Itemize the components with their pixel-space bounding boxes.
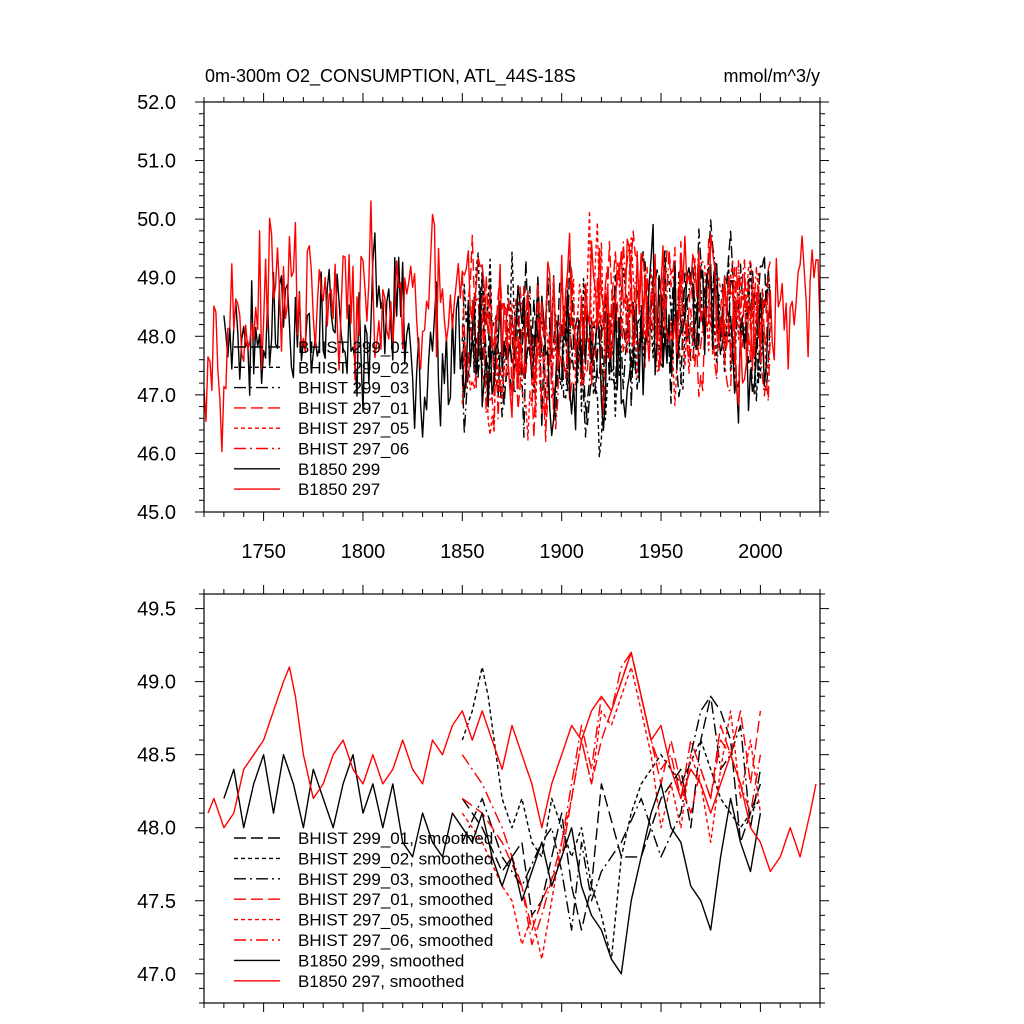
y-tick-label: 49.0 xyxy=(137,672,176,694)
units-label: mmol/m^3/y xyxy=(724,66,820,86)
x-tick-label: 1950 xyxy=(639,541,684,563)
series-line-bhist-299-02 xyxy=(461,251,771,458)
series-group xyxy=(207,651,817,975)
x-tick-label: 1900 xyxy=(539,541,584,563)
x-tick-label: 1800 xyxy=(341,541,386,563)
x-tick-label: 1750 xyxy=(241,541,286,563)
legend-entry: B1850 297, smoothed xyxy=(298,972,464,991)
y-tick-label: 48.0 xyxy=(137,818,176,840)
legend-entry: BHIST 297_01, smoothed xyxy=(298,890,493,909)
top-panel: 1750 1800 1850 1900 1950 2000 45.0 46.0 47.0 48.0… xyxy=(137,66,829,563)
series-line-bhist-299-03 xyxy=(461,219,771,438)
series-line-b1850-299-smoothed xyxy=(223,754,762,975)
legend-entry: B1850 297 xyxy=(298,480,380,499)
legend-entry: BHIST 297_05, smoothed xyxy=(298,911,493,930)
series-line-bhist-299-01-smoothed xyxy=(461,695,762,931)
legend-entry: BHIST 299_01, smoothed xyxy=(298,829,493,848)
x-tick-label: 2000 xyxy=(738,541,783,563)
y-tick-label: 47.0 xyxy=(137,964,176,986)
series-line-bhist-299-03-smoothed xyxy=(461,695,762,931)
legend-entry: BHIST 299_02, smoothed xyxy=(298,849,493,868)
legend-entry: B1850 299, smoothed xyxy=(298,951,464,970)
y-tick-label: 48.0 xyxy=(137,326,176,348)
legend-entry: BHIST 299_01 xyxy=(298,338,409,357)
legend-entry: BHIST 297_01 xyxy=(298,399,409,418)
x-tick-label: 1850 xyxy=(440,541,485,563)
legend-entry: BHIST 299_02 xyxy=(298,358,409,377)
y-tick-label: 50.0 xyxy=(137,209,176,231)
series-line-bhist-299-02-smoothed xyxy=(461,666,761,960)
bottom-panel: 47.0 47.5 48.0 48.5 49.0 49.5 BHIST 299_01, sm… xyxy=(137,585,829,1012)
chart-title: 0m-300m O2_CONSUMPTION, ATL_44S-18S xyxy=(205,66,576,87)
y-tick-label: 49.5 xyxy=(137,599,176,621)
series-line-b1850-297 xyxy=(204,200,820,453)
y-tick-label: 47.0 xyxy=(137,385,176,407)
legend-entry: BHIST 297_06 xyxy=(298,440,409,459)
y-tick-label: 51.0 xyxy=(137,151,176,173)
y-tick-label: 49.0 xyxy=(137,268,176,290)
y-tick-label: 46.0 xyxy=(137,443,176,465)
y-tick-label: 45.0 xyxy=(137,502,176,524)
y-tick-label: 52.0 xyxy=(137,92,176,114)
legend-entry: BHIST 299_03, smoothed xyxy=(298,870,493,889)
legend-entry: BHIST 297_06, smoothed xyxy=(298,931,493,950)
legend-entry: BHIST 299_03 xyxy=(298,379,409,398)
y-tick-label: 48.5 xyxy=(137,745,176,767)
plot-frame xyxy=(203,101,821,513)
series-line-bhist-297-05-smoothed xyxy=(461,666,762,960)
series-group xyxy=(204,200,820,458)
legend-entry: BHIST 297_05 xyxy=(298,419,409,438)
series-line-bhist-297-06-smoothed xyxy=(461,651,762,946)
legend-entry: B1850 299 xyxy=(298,460,380,479)
series-line-b1850-297-smoothed xyxy=(207,651,817,873)
y-tick-label: 47.5 xyxy=(137,891,176,913)
